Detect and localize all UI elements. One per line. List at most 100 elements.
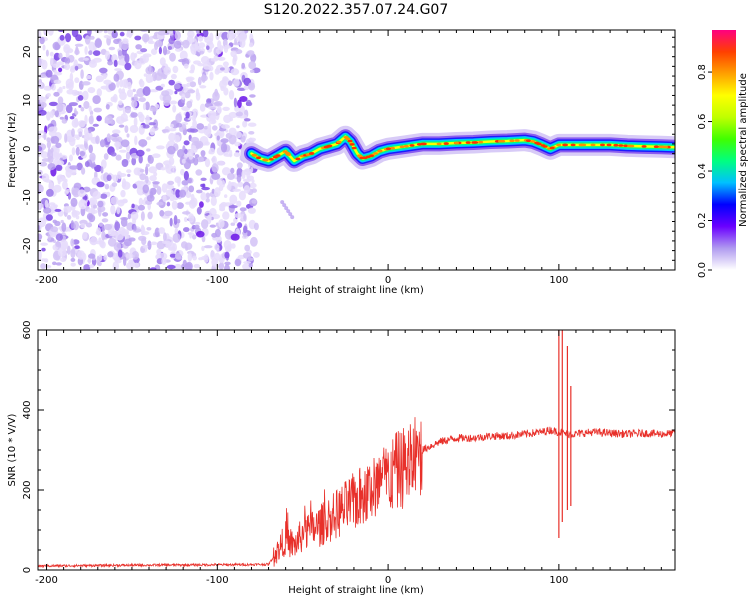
ridge-peak <box>578 143 584 147</box>
noise-speckle <box>50 57 54 66</box>
noise-speckle <box>236 167 243 178</box>
noise-speckle <box>188 185 195 193</box>
noise-speckle <box>149 267 157 270</box>
noise-speckle <box>140 48 148 53</box>
ridge-peak <box>590 143 596 147</box>
noise-speckle <box>200 177 207 181</box>
noise-speckle <box>243 213 247 222</box>
noise-speckle <box>130 112 138 118</box>
noise-speckle <box>121 181 131 190</box>
noise-speckle <box>222 66 230 74</box>
noise-speckle <box>116 80 120 88</box>
noise-speckle <box>156 145 165 150</box>
noise-speckle <box>187 89 196 94</box>
noise-speckle <box>126 81 132 90</box>
noise-speckle <box>101 218 109 223</box>
noise-speckle <box>181 84 188 88</box>
noise-speckle <box>99 222 103 227</box>
noise-speckle <box>139 168 145 173</box>
noise-speckle <box>106 174 112 182</box>
noise-speckle <box>134 60 142 70</box>
noise-speckle <box>157 30 167 36</box>
noise-speckle <box>181 158 186 164</box>
noise-speckle <box>126 133 130 138</box>
ridge-peak <box>336 140 342 144</box>
noise-speckle <box>220 85 225 92</box>
ridge-peak <box>471 141 477 144</box>
noise-speckle <box>163 210 173 217</box>
noise-speckle <box>181 263 185 270</box>
noise-speckle <box>74 49 80 55</box>
noise-speckle <box>243 225 248 234</box>
noise-speckle <box>96 181 105 188</box>
noise-speckle <box>168 157 175 166</box>
ridge-peak <box>526 139 531 142</box>
noise-speckle <box>177 177 181 187</box>
noise-speckle <box>119 149 127 153</box>
noise-speckle <box>173 40 182 49</box>
ridge-peak <box>540 144 546 147</box>
noise-speckle <box>107 60 113 66</box>
noise-speckle <box>227 173 235 180</box>
noise-speckle <box>47 163 56 171</box>
y-tick-label: 0 <box>22 567 33 573</box>
ridge-peak <box>530 140 536 143</box>
noise-speckle <box>207 123 212 133</box>
noise-speckle <box>38 184 44 194</box>
noise-speckle <box>83 101 90 109</box>
noise-speckle <box>78 199 88 210</box>
noise-speckle <box>147 154 154 164</box>
noise-speckle <box>107 251 114 258</box>
noise-speckle <box>120 139 130 148</box>
noise-speckle <box>216 160 226 166</box>
noise-speckle <box>100 48 107 56</box>
noise-speckle <box>118 40 122 49</box>
noise-speckle <box>72 220 79 231</box>
noise-speckle <box>68 102 78 107</box>
noise-speckle <box>117 249 123 258</box>
y-tick-label: 0 <box>22 146 33 152</box>
noise-speckle <box>149 127 156 136</box>
noise-speckle <box>192 119 198 129</box>
noise-speckle <box>64 57 71 65</box>
noise-speckle <box>148 64 152 74</box>
noise-speckle <box>103 30 108 34</box>
noise-speckle <box>169 253 177 258</box>
noise-speckle <box>202 61 212 70</box>
noise-speckle <box>221 77 230 86</box>
noise-speckle <box>65 104 73 114</box>
noise-speckle <box>209 147 215 155</box>
noise-speckle <box>138 139 148 147</box>
noise-speckle <box>124 62 132 71</box>
ridge-peak <box>285 152 291 155</box>
noise-speckle <box>182 39 190 49</box>
noise-speckle <box>47 30 54 36</box>
noise-speckle <box>145 163 150 167</box>
noise-speckle <box>162 94 172 103</box>
noise-speckle <box>121 159 129 167</box>
noise-speckle <box>111 137 120 142</box>
noise-speckle <box>218 122 222 127</box>
noise-speckle <box>78 120 86 128</box>
noise-speckle <box>95 135 100 145</box>
noise-speckle <box>66 89 75 95</box>
spectrogram-frame <box>37 29 676 271</box>
ridge-peak <box>420 142 426 146</box>
ridge-peak <box>600 143 605 147</box>
noise-speckle <box>42 44 46 51</box>
noise-speckle <box>228 111 238 119</box>
noise-speckle <box>232 42 241 46</box>
noise-speckle <box>117 59 126 66</box>
noise-speckle <box>172 233 181 243</box>
noise-speckle <box>85 75 92 80</box>
noise-speckle <box>180 168 185 176</box>
noise-speckle <box>203 245 213 249</box>
noise-speckle <box>209 207 217 217</box>
noise-speckle <box>160 83 165 88</box>
x-tick-label: 100 <box>549 275 568 286</box>
noise-speckle <box>92 95 101 105</box>
noise-speckle <box>146 136 152 141</box>
noise-speckle <box>81 81 91 86</box>
noise-speckle <box>94 38 103 49</box>
noise-speckle <box>79 144 85 150</box>
